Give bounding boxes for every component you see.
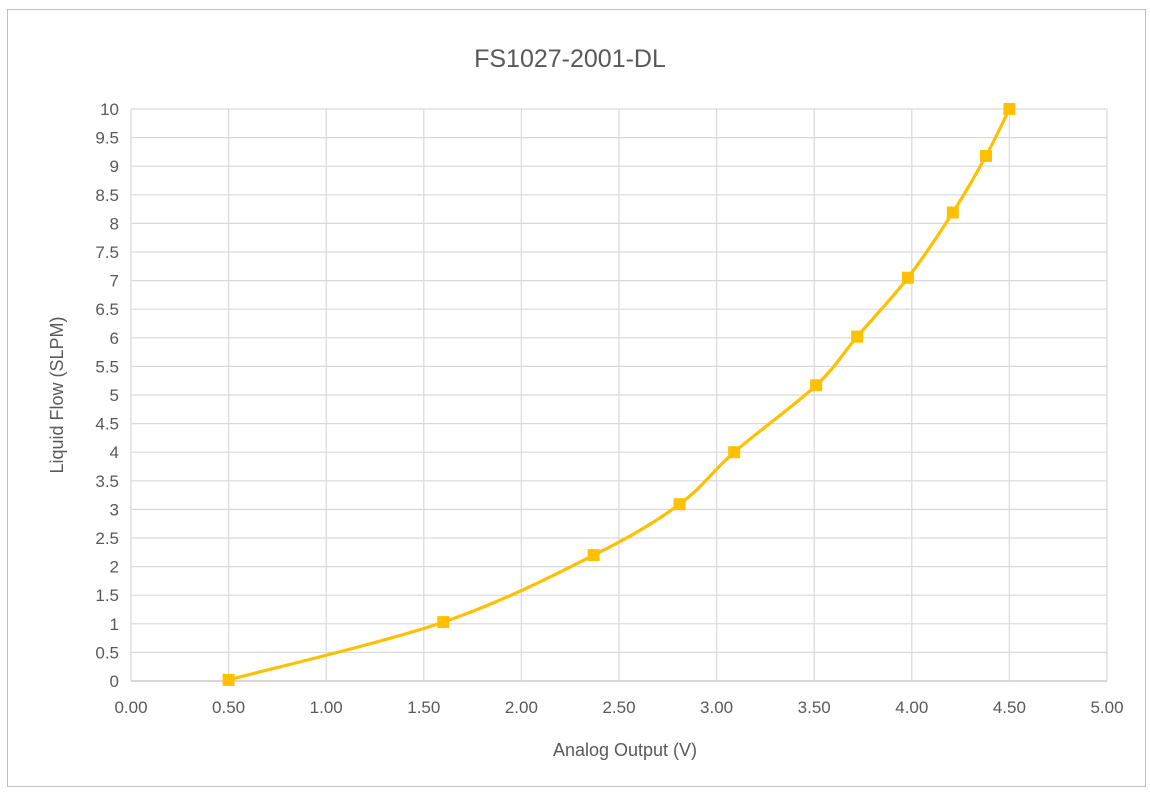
y-tick-label: 10: [100, 100, 119, 119]
y-tick-label: 6.5: [95, 300, 119, 319]
y-tick-label: 6: [110, 329, 119, 348]
y-tick-label: 3.5: [95, 472, 119, 491]
y-axis-title: Liquid Flow (SLPM): [47, 316, 67, 473]
x-axis-title: Analog Output (V): [553, 740, 697, 760]
y-tick-label: 4.5: [95, 415, 119, 434]
x-tick-label: 1.50: [407, 698, 440, 717]
y-tick-label: 7.5: [95, 243, 119, 262]
data-point-marker: [810, 379, 823, 392]
chart-title: FS1027-2001-DL: [474, 45, 666, 73]
y-tick-label: 9.5: [95, 129, 119, 148]
data-point-marker: [587, 549, 600, 562]
x-tick-label: 3.50: [798, 698, 831, 717]
data-point-marker: [851, 330, 864, 343]
y-tick-label: 5: [110, 386, 119, 405]
x-tick-label: 3.00: [700, 698, 733, 717]
data-point-marker: [222, 673, 235, 686]
x-tick-label: 2.50: [602, 698, 635, 717]
data-point-marker: [1003, 103, 1016, 115]
x-tick-label: 0.00: [114, 698, 147, 717]
chart-svg: FS1027-2001-DL 0.00 0.50 1.00 1.50 2.00 2.50 3…: [47, 45, 1124, 760]
x-tick-label: 4.50: [993, 698, 1026, 717]
chart-area: FS1027-2001-DL 0.00 0.50 1.00 1.50 2.00 2.50 3…: [7, 9, 1146, 787]
x-tick-label: 1.00: [310, 698, 343, 717]
x-tick-label: 0.50: [212, 698, 245, 717]
y-tick-label: 0.5: [95, 643, 119, 662]
y-tick-label: 7: [110, 272, 119, 291]
y-tick-label: 3: [110, 500, 119, 519]
y-tick-label: 0: [110, 672, 119, 691]
y-tick-label: 8: [110, 214, 119, 233]
data-point-marker: [728, 446, 741, 459]
data-point-marker: [673, 498, 686, 511]
y-tick-label: 2.5: [95, 529, 119, 548]
y-tick-label: 4: [110, 443, 119, 462]
grid: [130, 108, 1108, 682]
x-axis-tick-labels: 0.00 0.50 1.00 1.50 2.00 2.50 3.00 3.50 4.00 4.50…: [114, 698, 1123, 717]
x-tick-label: 4.00: [895, 698, 928, 717]
x-tick-label: 2.00: [505, 698, 538, 717]
x-tick-label: 5.00: [1090, 698, 1123, 717]
data-point-marker: [437, 616, 450, 629]
y-tick-label: 2: [110, 558, 119, 577]
y-tick-label: 5.5: [95, 357, 119, 376]
y-tick-label: 8.5: [95, 186, 119, 205]
series-markers: [222, 103, 1016, 686]
y-tick-label: 1: [110, 615, 119, 634]
data-point-marker: [946, 206, 959, 219]
data-point-marker: [901, 271, 914, 284]
y-tick-label: 9: [110, 157, 119, 176]
data-point-marker: [979, 149, 992, 162]
y-axis-tick-labels: 0 0.5 1 1.5 2 2.5 3 3.5 4 4.5 5 5.5 6 6.5 7 7.5 8 8.5 9 9.5…: [95, 100, 119, 691]
y-tick-label: 1.5: [95, 586, 119, 605]
